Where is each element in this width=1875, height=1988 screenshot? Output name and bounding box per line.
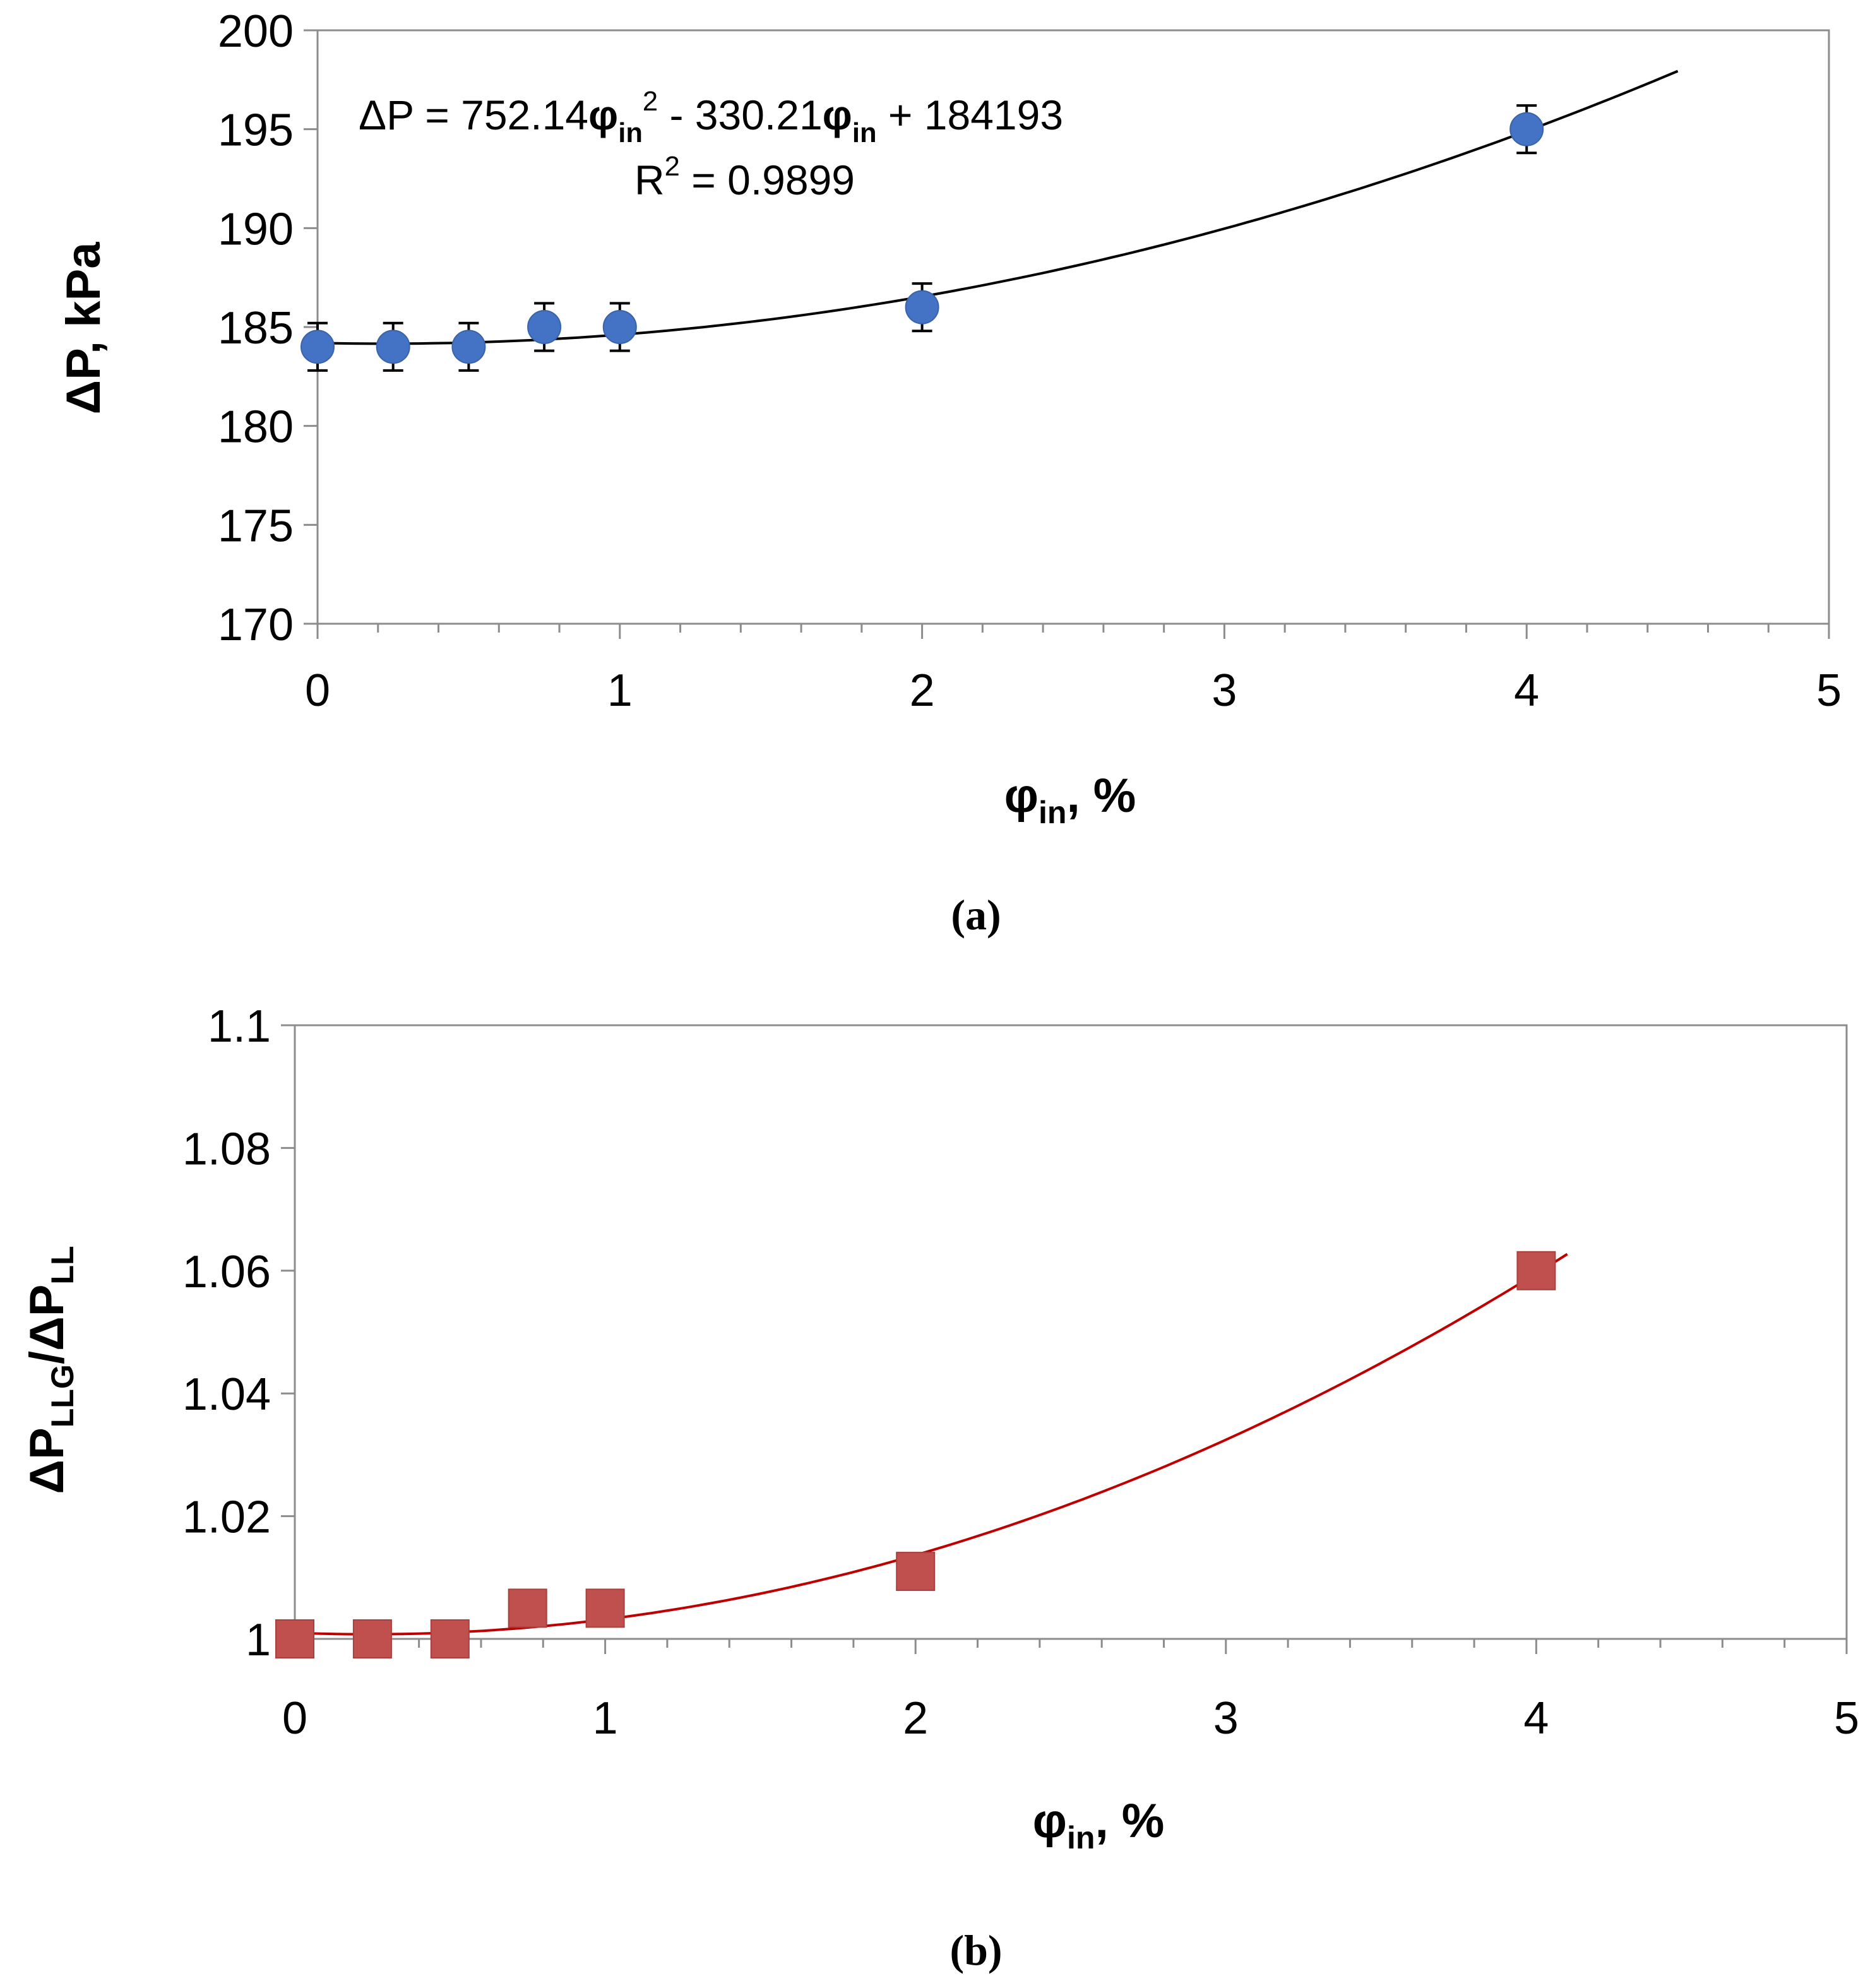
panel-a-y-tick-label: 170 <box>218 600 294 650</box>
panel-b-data-point <box>1516 1251 1556 1290</box>
panel-b-data-point <box>352 1619 392 1658</box>
panel-a-y-axis-title: ΔP, kPa <box>57 242 110 415</box>
panel-b-y-tick-label: 1 <box>246 1615 271 1665</box>
panel-a-y-tick-label: 195 <box>218 105 294 156</box>
panel-a-ticks <box>304 29 1830 639</box>
panel-a-data-point <box>1509 112 1544 146</box>
panel-a-data-point <box>527 310 562 344</box>
panel-b-trendline <box>304 1253 1568 1636</box>
panel-a-y-tick-label: 185 <box>218 303 294 354</box>
panel-a-caption: (a) <box>951 891 1001 939</box>
panel-a-data-point <box>905 290 939 324</box>
panel-a-y-tick-labels: 170 175 180 185 190 195 200 <box>218 6 294 650</box>
panel-a-x-tick-label: 0 <box>305 665 330 716</box>
panel-b-x-tick-label: 5 <box>1834 1693 1859 1744</box>
panel-b-data-point <box>275 1619 314 1658</box>
panel-a-x-tick-label: 4 <box>1514 665 1539 716</box>
panel-a-x-tick-label: 1 <box>607 665 633 716</box>
panel-a-x-tick-label: 2 <box>910 665 935 716</box>
panel-a-plot-area <box>316 29 1830 625</box>
panel-b-x-tick-label: 4 <box>1523 1693 1549 1744</box>
panel-b-caption: (b) <box>949 1926 1002 1974</box>
panel-b-x-axis-title: φin, % <box>1033 1794 1165 1855</box>
panel-a-x-axis-title: φin, % <box>1004 769 1136 830</box>
panel-b-data-point <box>585 1588 625 1628</box>
panel-a-series <box>301 104 1544 372</box>
panel-a-x-tick-label: 5 <box>1816 665 1842 716</box>
panel-b-series <box>275 1251 1556 1658</box>
panel-a-y-tick-label: 175 <box>218 501 294 551</box>
panel-b-y-tick-label: 1.1 <box>208 1001 271 1052</box>
panel-a-x-tick-labels: 0 1 2 3 4 5 <box>305 665 1842 716</box>
panel-b-data-point <box>508 1588 547 1628</box>
panel-a-data-point <box>301 330 335 364</box>
panel-a-y-tick-label: 190 <box>218 204 294 254</box>
panel-b-x-tick-label: 2 <box>903 1693 928 1744</box>
panel-b-plot-area <box>294 1024 1848 1640</box>
panel-b-y-tick-label: 1.04 <box>182 1369 271 1420</box>
panel-b-y-tick-label: 1.08 <box>182 1124 271 1174</box>
panel-a-r-squared: R2 = 0.9899 <box>634 152 855 203</box>
panel-b-x-tick-labels: 0 1 2 3 4 5 <box>282 1693 1859 1744</box>
panel-a: 170 175 180 185 190 195 200 0 1 2 3 4 5 … <box>57 6 1842 939</box>
panel-a-x-tick-label: 3 <box>1211 665 1237 716</box>
panel-a-y-tick-label: 200 <box>218 6 294 57</box>
panel-a-data-point <box>451 330 486 364</box>
panel-a-data-point <box>602 310 637 344</box>
panel-b-y-axis-title: ΔPLLG/ΔPLL <box>20 1246 80 1494</box>
panel-b-x-tick-label: 0 <box>282 1693 307 1744</box>
panel-b-data-point <box>430 1619 470 1658</box>
panel-a-data-point <box>376 330 410 364</box>
panel-b-x-tick-label: 1 <box>593 1693 618 1744</box>
panel-b: 1 1.02 1.04 1.06 1.08 1.1 0 1 2 3 4 5 ΔP… <box>20 1001 1859 1974</box>
panel-a-y-tick-label: 180 <box>218 402 294 453</box>
panel-b-y-tick-label: 1.02 <box>182 1492 271 1543</box>
panel-b-y-tick-label: 1.06 <box>182 1247 271 1297</box>
panel-a-equation: ΔP = 752.14φin2 - 330.21φin + 184193 <box>359 86 1063 148</box>
panel-b-x-tick-label: 3 <box>1213 1693 1239 1744</box>
panel-b-data-point <box>896 1552 936 1592</box>
panel-b-y-tick-labels: 1 1.02 1.04 1.06 1.08 1.1 <box>182 1001 271 1665</box>
